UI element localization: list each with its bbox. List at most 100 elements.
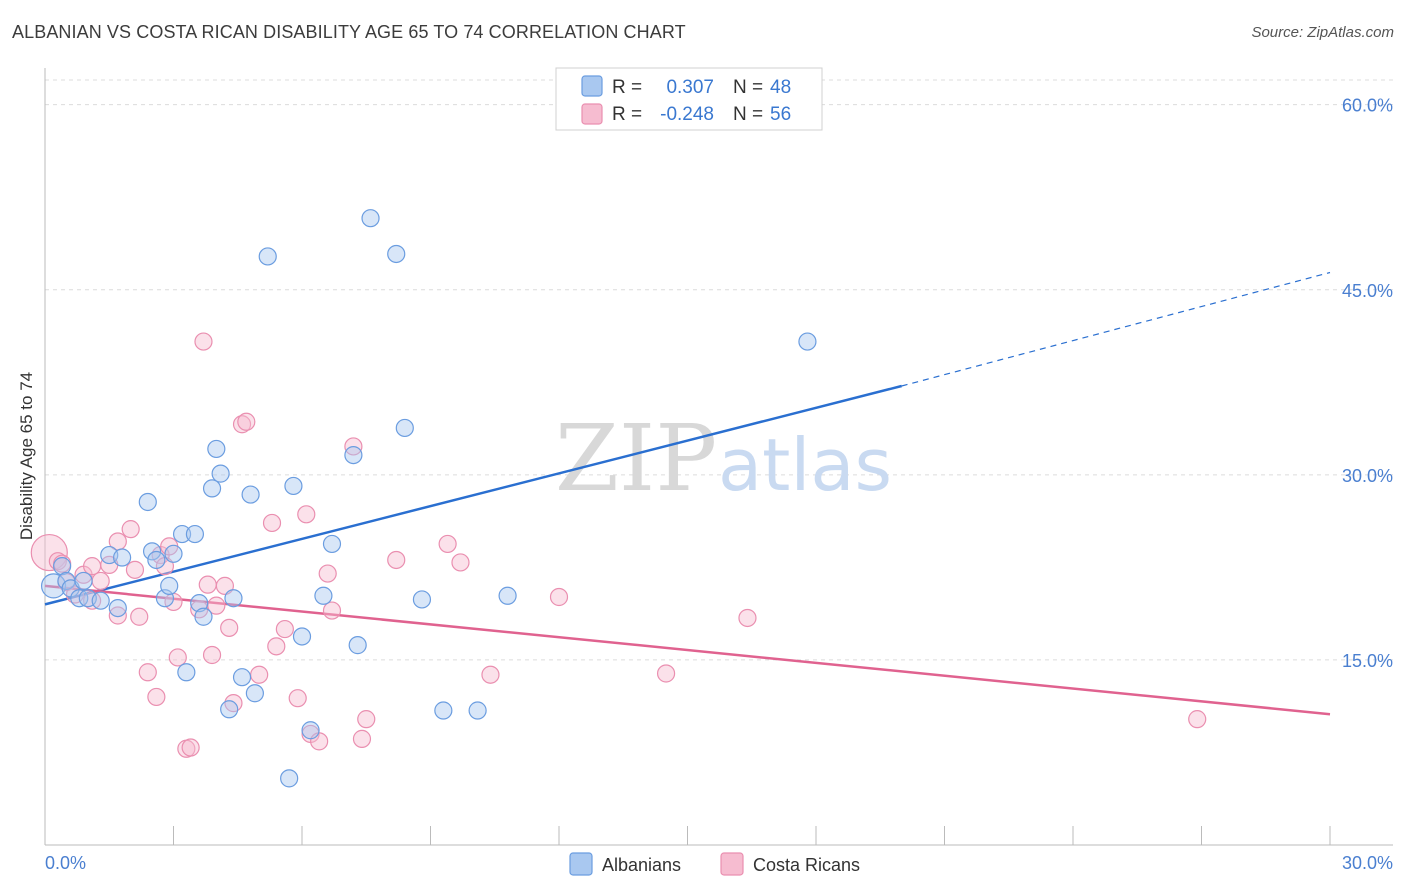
albanian-point — [142, 542, 162, 561]
costa-rican-point — [121, 520, 140, 539]
albanian-point — [258, 247, 277, 266]
costa-rican-point — [288, 689, 307, 708]
bottom-legend: Albanians Costa Ricans — [569, 852, 860, 876]
albanian-point — [220, 700, 239, 719]
x-tick-label: 30.0% — [1342, 853, 1393, 873]
costa-rican-point — [322, 601, 342, 620]
albanian-point — [361, 209, 380, 228]
grid-lines — [45, 79, 1393, 661]
watermark-zip: ZIP — [555, 405, 717, 512]
costa-rican-trend-line — [44, 584, 1331, 716]
legend-swatch-costa-ricans — [581, 103, 603, 125]
costa-rican-point — [215, 576, 234, 595]
trend-lines — [44, 271, 1331, 716]
costa-rican-point — [549, 587, 569, 607]
albanian-point — [284, 476, 303, 496]
albanian-point — [177, 663, 196, 682]
albanian-points — [40, 209, 817, 788]
legend-n-value-2: 56 — [770, 104, 791, 125]
albanian-point — [314, 586, 333, 605]
costa-rican-point — [237, 412, 256, 431]
costa-rican-point — [318, 564, 337, 583]
albanian-point — [224, 589, 243, 608]
costa-rican-point — [738, 608, 757, 628]
legend-n-label-2: N = — [733, 104, 763, 125]
costa-rican-point — [83, 557, 102, 576]
costa-rican-point — [181, 738, 200, 757]
albanian-point — [164, 544, 183, 563]
albanian-point — [211, 464, 230, 483]
albanian-point — [147, 550, 166, 570]
albanian-point — [91, 591, 110, 610]
bottom-legend-swatch-costa-ricans — [720, 852, 744, 876]
albanian-point — [292, 627, 312, 646]
costa-rican-point — [656, 664, 676, 683]
costa-rican-point — [138, 663, 157, 682]
legend-r-value-2: -0.248 — [660, 104, 714, 125]
albanian-point — [280, 769, 299, 788]
albanian-point — [387, 244, 406, 264]
costa-rican-point — [202, 645, 222, 665]
bottom-legend-costa-ricans: Costa Ricans — [753, 855, 860, 875]
albanian-point — [344, 445, 363, 465]
albanian-point — [194, 607, 213, 626]
albanian-point — [138, 492, 157, 512]
chart-title: ALBANIAN VS COSTA RICAN DISABILITY AGE 6… — [12, 22, 686, 42]
costa-rican-point — [125, 560, 145, 579]
costa-rican-point — [438, 534, 457, 554]
y-tick-label: 60.0% — [1342, 96, 1393, 116]
costa-rican-point — [108, 606, 127, 625]
tick-labels: 15.0% 30.0% 45.0% 60.0% 0.0% 30.0% — [45, 96, 1393, 873]
albanian-trend-extension — [901, 271, 1331, 387]
albanian-point — [202, 479, 222, 498]
legend-r-value-1: 0.307 — [666, 77, 714, 98]
albanian-point — [434, 701, 453, 720]
costa-rican-point — [352, 729, 372, 748]
costa-rican-point — [481, 665, 500, 684]
albanian-point — [468, 701, 487, 720]
albanian-point — [412, 590, 432, 609]
legend-r-label-1: R = — [612, 77, 642, 98]
costa-rican-point — [168, 648, 187, 667]
albanian-point — [245, 684, 264, 703]
albanian-point — [53, 557, 72, 576]
legend-box: R = 0.307 N = 48 R = -0.248 N = 56 — [555, 67, 823, 131]
albanian-point — [232, 668, 252, 687]
y-axis-label: Disability Age 65 to 74 — [17, 372, 36, 540]
albanian-trend-line — [44, 384, 902, 606]
albanian-point — [112, 548, 132, 567]
albanian-point — [498, 586, 517, 605]
albanian-point — [241, 485, 260, 504]
source-label: Source: ZipAtlas.com — [1251, 24, 1394, 41]
legend-n-label-1: N = — [733, 77, 763, 98]
legend-swatch-albanians — [581, 75, 603, 97]
albanian-point — [395, 418, 414, 438]
y-tick-label: 30.0% — [1342, 466, 1393, 486]
costa-rican-point — [1188, 710, 1207, 729]
legend-n-value-1: 48 — [770, 77, 791, 98]
albanian-point — [322, 534, 342, 554]
costa-rican-point — [297, 505, 316, 524]
axes — [44, 68, 1393, 846]
y-tick-label: 15.0% — [1342, 651, 1393, 671]
albanian-point — [108, 598, 127, 618]
costa-rican-point — [357, 710, 376, 729]
albanian-point — [301, 721, 320, 740]
bottom-legend-albanians: Albanians — [602, 855, 681, 875]
albanian-point — [172, 524, 192, 544]
albanian-point — [798, 332, 817, 351]
costa-rican-point — [275, 619, 294, 639]
x-tick-label: 0.0% — [45, 853, 86, 873]
costa-rican-points — [30, 332, 1207, 758]
costa-rican-point — [194, 332, 213, 351]
albanian-point — [207, 439, 226, 459]
costa-rican-point — [387, 550, 406, 570]
y-tick-label: 45.0% — [1342, 281, 1393, 301]
watermark: ZIP atlas — [555, 405, 892, 512]
albanian-point — [190, 594, 209, 613]
costa-rican-point — [267, 637, 286, 656]
costa-rican-point — [91, 571, 110, 591]
costa-rican-point — [130, 607, 149, 626]
albanian-point — [185, 524, 205, 544]
